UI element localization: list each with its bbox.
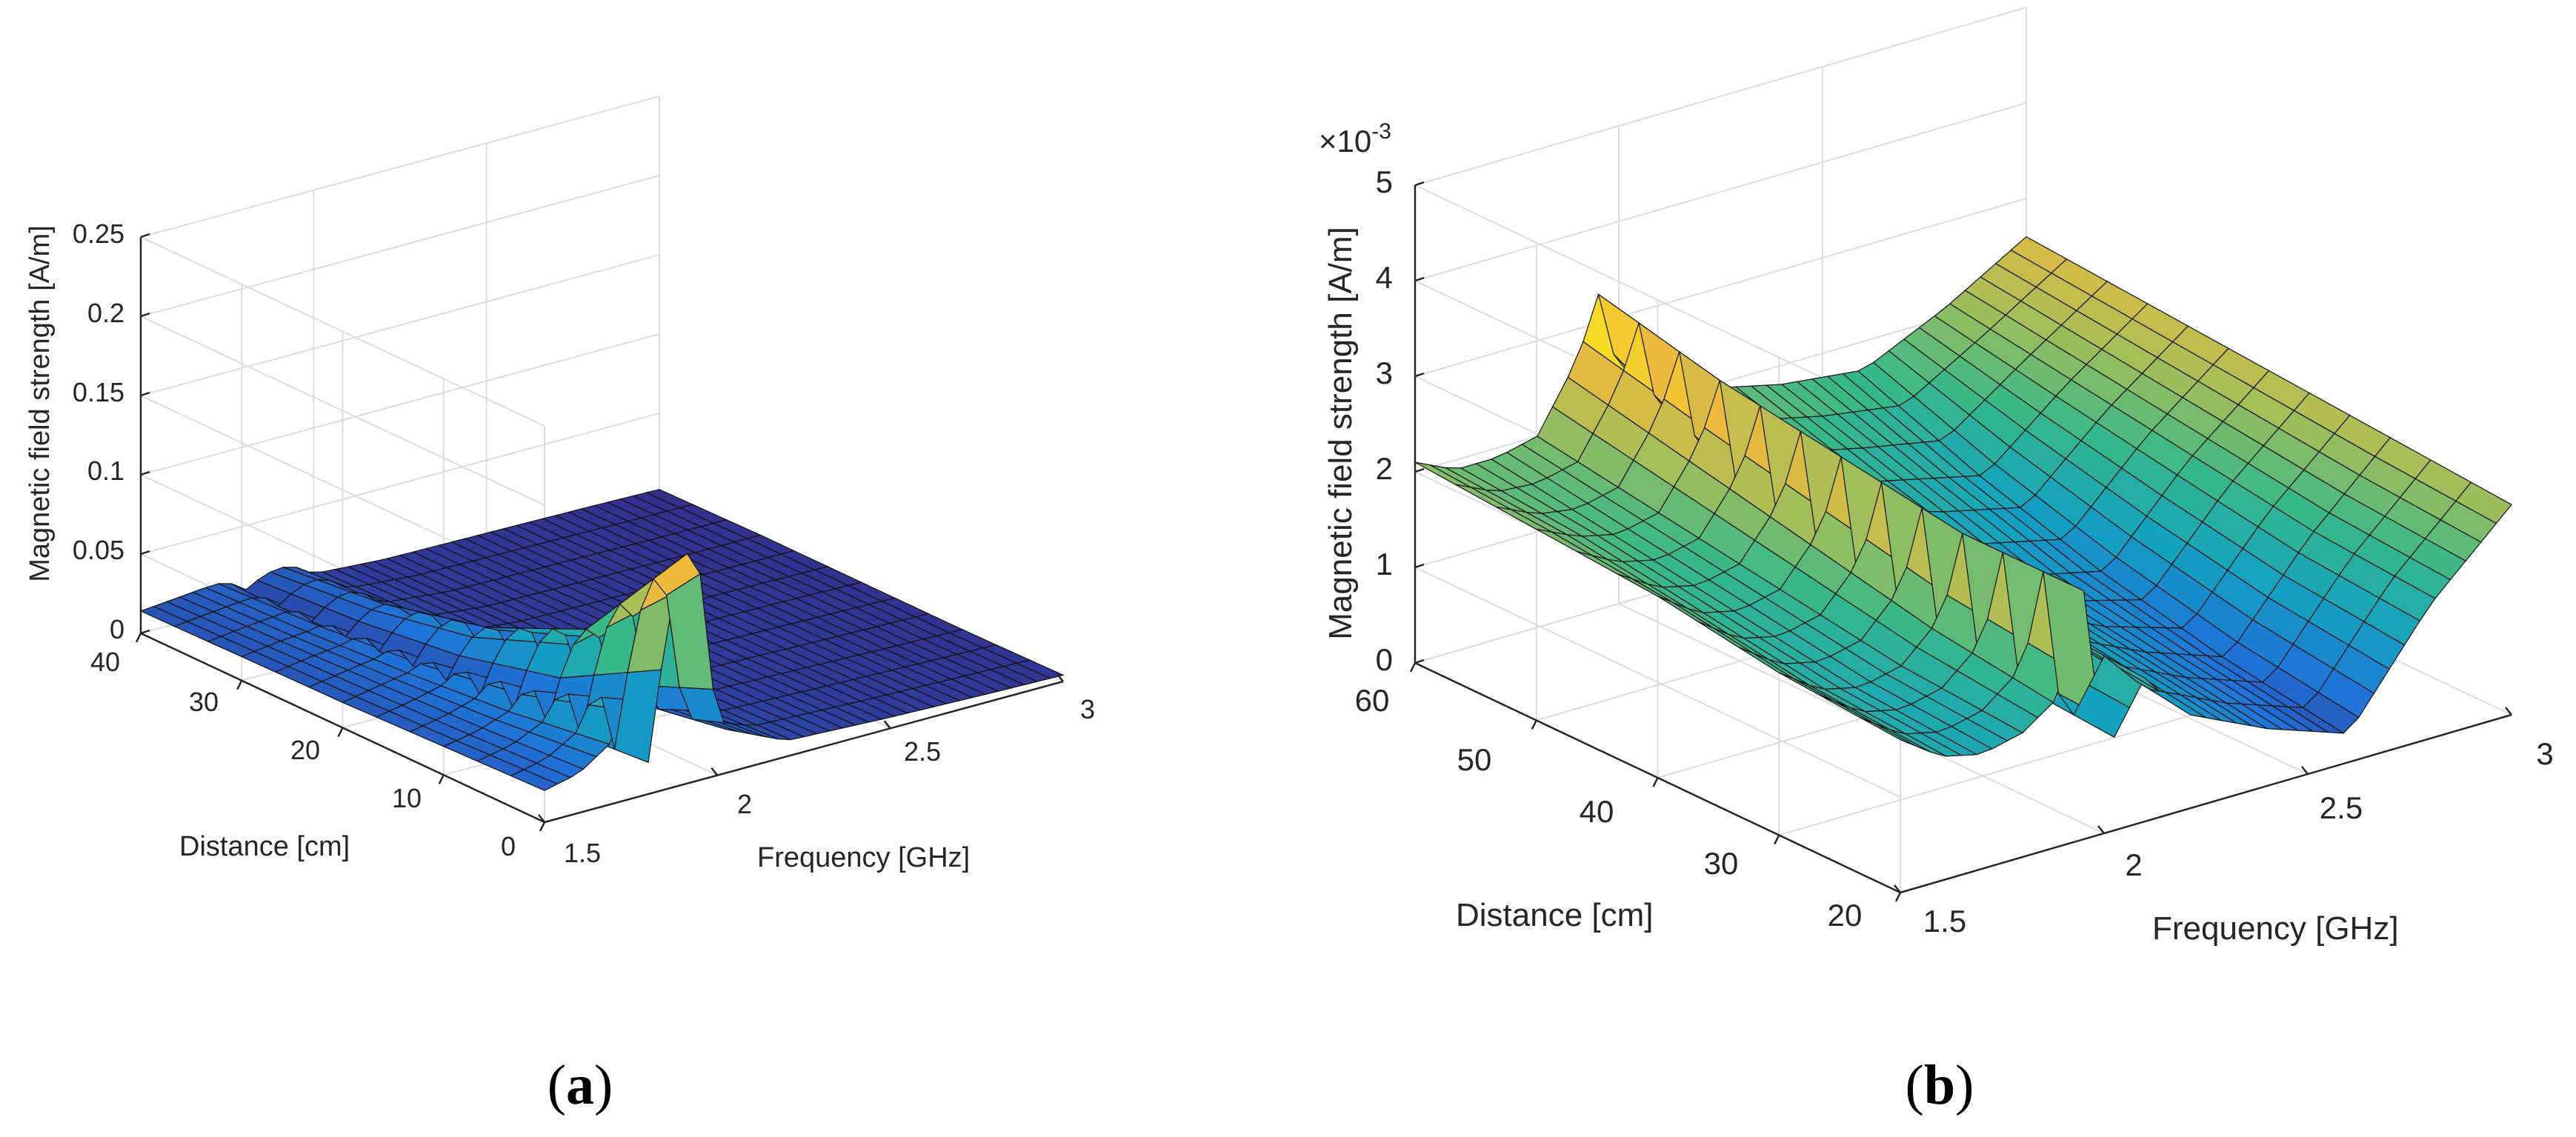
a-y-tick-label: 30 (189, 687, 219, 717)
wall-grid-line (1414, 7, 2027, 186)
a-z-tick-label: 0.2 (87, 298, 124, 328)
y-tick-mark (337, 727, 344, 738)
y-tick-mark (1531, 719, 1537, 730)
a-x-tick-label: 3 (1080, 694, 1095, 724)
panel-a-axes (135, 233, 1064, 832)
z-tick-mark (140, 470, 150, 476)
z-tick-mark (1414, 658, 1425, 664)
a-z-axis-label: Magnetic field strength [A/m] (24, 225, 56, 582)
y-tick-mark (1652, 777, 1659, 787)
z-tick-mark (1414, 276, 1425, 282)
wall-grid-line (140, 175, 660, 317)
wall-grid-line (140, 254, 660, 396)
b-z-tick-label: 3 (1376, 356, 1393, 390)
b-z-tick-label: 1 (1376, 547, 1393, 581)
b-x-axis-label: Frequency [GHz] (2152, 910, 2399, 947)
a-z-tick-label: 0.15 (73, 377, 124, 407)
z-tick-mark (140, 550, 150, 556)
b-caption: (b) (1906, 1054, 1974, 1116)
b-z-tick-label: 0 (1376, 642, 1393, 677)
b-x-tick-label: 1.5 (1923, 904, 1966, 938)
b-z-tick-label: 5 (1376, 164, 1393, 199)
x-tick-mark (538, 814, 545, 823)
y-tick-mark (539, 821, 546, 832)
z-tick-mark (140, 312, 150, 318)
a-y-tick-label: 40 (90, 647, 120, 677)
x-tick-mark (710, 767, 719, 776)
a-x-tick-label: 2 (737, 789, 752, 819)
panel-b-axes (1409, 181, 2512, 902)
a-y-tick-label: 10 (392, 783, 422, 813)
b-z-axis-label: Magnetic field strength [A/m] (1322, 227, 1359, 640)
x-tick-mark (2097, 825, 2105, 834)
x-tick-mark (883, 720, 891, 730)
b-y-tick-label: 60 (1355, 683, 1390, 718)
y-tick-mark (1774, 834, 1780, 845)
a-y-axis-label: Distance [cm] (179, 831, 350, 862)
b-z-tick-label: 2 (1376, 451, 1393, 486)
panel-a-surface (139, 489, 1065, 791)
panel-a-chart: 0 0.05 0.1 0.15 0.2 0.25 0 10 20 30 40 1… (24, 96, 1095, 1116)
a-x-axis-label: Frequency [GHz] (757, 842, 970, 873)
z-tick-mark (1414, 372, 1425, 378)
wall-grid-line (140, 413, 660, 555)
b-z-tick-label: 4 (1376, 260, 1393, 295)
b-x-tick-label: 2.5 (2320, 790, 2363, 825)
z-tick-mark (1414, 181, 1425, 187)
z-tick-mark (140, 391, 150, 397)
b-y-tick-label: 50 (1457, 742, 1492, 777)
wall-grid-line (1414, 198, 2027, 377)
y-tick-mark (135, 633, 142, 643)
wall-grid-line (140, 96, 660, 238)
b-x-tick-label: 2 (2125, 847, 2142, 882)
y-tick-mark (1409, 662, 1417, 673)
x-axis-line (544, 680, 1064, 824)
a-y-tick-label: 20 (290, 735, 320, 765)
x-tick-mark (1056, 673, 1064, 682)
wall-grid-line (140, 236, 545, 427)
wall-grid-line (140, 316, 545, 506)
z-tick-mark (1414, 563, 1425, 569)
b-y-tick-label: 20 (1828, 898, 1863, 933)
b-y-tick-label: 30 (1704, 846, 1739, 881)
y-tick-mark (438, 774, 445, 784)
wall-grid-line (140, 333, 660, 476)
x-axis-line (1900, 713, 2512, 894)
z-tick-mark (1414, 467, 1425, 473)
a-caption: (a) (548, 1054, 613, 1116)
wall-grid-line (1414, 567, 1901, 798)
y-tick-mark (236, 680, 243, 690)
x-tick-mark (2505, 707, 2512, 716)
b-y-tick-label: 40 (1580, 794, 1614, 829)
b-y-axis-label: Distance [cm] (1456, 897, 1654, 933)
wall-grid-line (1414, 184, 1901, 416)
panel-b-surface (1414, 236, 2512, 757)
b-z-exponent-label: ×10-3 (1319, 119, 1391, 159)
a-z-tick-label: 0.25 (73, 219, 124, 249)
a-y-tick-label: 0 (501, 831, 516, 861)
a-z-tick-label: 0 (110, 614, 124, 644)
y-tick-mark (1894, 892, 1902, 902)
a-x-tick-label: 1.5 (564, 838, 601, 868)
a-z-tick-label: 0.1 (87, 456, 124, 486)
a-z-tick-label: 0.05 (73, 535, 124, 565)
surface-patch (2454, 481, 2512, 524)
x-tick-mark (2301, 766, 2309, 775)
z-tick-mark (140, 629, 150, 635)
wall-grid-line (1414, 102, 2027, 281)
x-tick-mark (1894, 884, 1901, 893)
panel-b-chart: ×10-3 0 1 2 3 4 5 20 30 40 50 60 1.5 2 2… (1319, 7, 2554, 1116)
z-tick-mark (140, 233, 150, 239)
a-x-tick-label: 2.5 (904, 736, 941, 767)
b-x-tick-label: 3 (2536, 736, 2553, 771)
